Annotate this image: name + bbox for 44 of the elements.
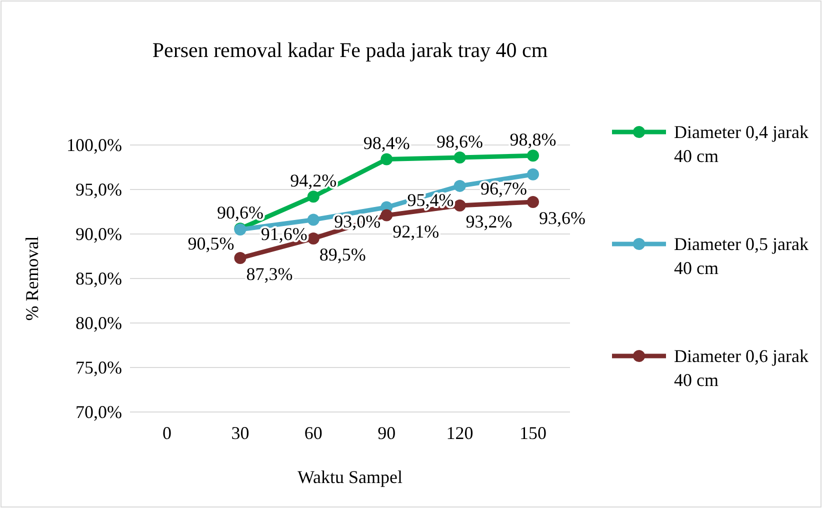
chart-title: Persen removal kadar Fe pada jarak tray 40 cm [152,38,548,62]
point [527,150,539,162]
x-tick-label: 90 [378,422,396,443]
data-label: 89,5% [319,244,366,264]
data-label: 93,6% [539,208,586,228]
data-label: 98,4% [363,133,410,154]
point [527,196,539,208]
point [307,232,320,244]
x-tick-label: 120 [446,422,474,443]
data-label: 93,2% [466,212,512,232]
data-label: 98,6% [436,131,484,152]
point [234,252,246,264]
y-tick-label: 90,0% [76,224,122,244]
legend-label: Diameter 0,5 jarak 40 cm [674,234,808,278]
y-tick-label: 75,0% [76,357,122,378]
data-label: 87,3% [246,264,293,284]
point [454,180,466,192]
x-tick-label: 30 [231,422,250,443]
data-label: 92,1% [392,221,440,242]
y-tick-label: 70,0% [76,402,122,422]
y-tick-label: 95,0% [76,179,122,200]
point [454,151,466,164]
x-tick-label: 150 [520,422,546,443]
data-label: 91,6% [260,224,308,244]
data-label: 90,5% [188,234,234,254]
data-label: 94,2% [290,170,337,191]
y-tick-label: 85,0% [76,268,122,288]
point [307,190,320,203]
y-tick-label: 100,0% [66,134,122,155]
x-tick-label: 0 [162,422,172,443]
y-tick-label: 80,0% [76,312,122,333]
point [380,209,393,222]
x-axis-title: Waktu Sampel [297,467,403,487]
y-axis-title: % Removal [22,236,42,321]
data-label: 98,8% [510,130,556,150]
x-tick-label: 60 [304,422,322,443]
point [527,168,539,180]
point [307,214,320,226]
data-label: 96,7% [480,178,527,198]
point [454,200,466,212]
legend-label: Diameter 0,4 jarak 40 cm [674,122,808,166]
data-label: 90,6% [216,202,264,223]
point [380,153,393,166]
legend-label: Diameter 0,6 jarak 40 cm [674,346,808,390]
